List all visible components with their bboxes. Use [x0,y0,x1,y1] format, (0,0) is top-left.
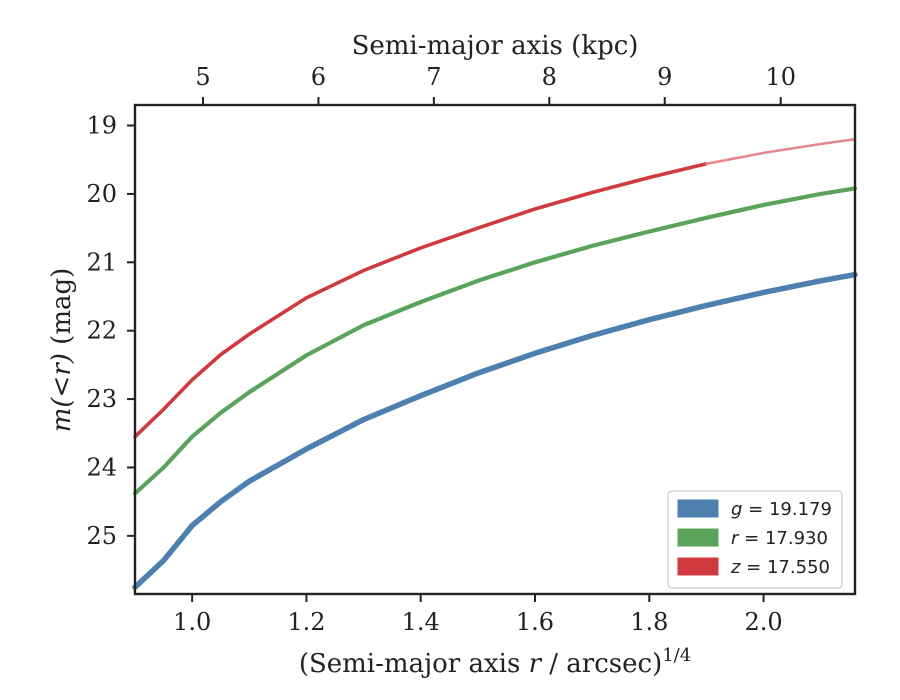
y-axis-title-unit: (mag) [47,268,77,353]
y-tick-label: 24 [86,453,117,481]
bottom-axis: 1.0 1.2 1.4 1.6 1.8 2.0 [173,594,783,636]
y-tick-label: 25 [86,522,117,550]
legend-entry-g: g = 19.179 [731,499,832,520]
legend-equals: = [738,528,765,549]
top-tick-label: 9 [657,63,672,91]
left-axis: 19 20 21 22 23 24 25 [86,112,135,550]
x-axis-title-prefix: (Semi-major axis [299,649,529,679]
y-tick-label: 19 [86,112,117,140]
top-tick-label: 8 [542,63,557,91]
y-tick-label: 23 [86,385,117,413]
legend-value: 19.179 [769,499,832,520]
top-tick-label: 10 [765,63,796,91]
legend-var: r [731,528,740,549]
legend-equals: = [742,499,769,520]
x-axis-title-middle: / arcsec) [541,649,662,679]
legend-entry-z: z = 17.550 [730,557,830,578]
x-tick-label: 2.0 [744,608,782,636]
legend-value: 17.930 [765,528,828,549]
series-line-g [132,271,858,590]
x-axis-title-var: r [529,649,543,679]
series-line-z [133,162,709,439]
top-tick-label: 7 [426,63,441,91]
plot-series [132,137,858,590]
series-line-r [132,186,858,496]
legend-equals: = [740,557,767,578]
legend-swatch-z [677,557,719,576]
series-line-z-extension [705,137,857,166]
x-axis-title: (Semi-major axis r / arcsec)1/4 [299,645,691,679]
x-tick-label: 1.0 [173,608,211,636]
plot-frame [133,103,857,596]
legend-swatch-r [677,528,719,547]
y-tick-label: 22 [86,317,117,345]
x-tick-label: 1.4 [402,608,440,636]
legend-value: 17.550 [767,557,830,578]
y-axis-title-math: m(<r) [47,353,77,432]
top-axis-title: Semi-major axis (kpc) [352,31,639,61]
x-tick-label: 1.2 [287,608,325,636]
top-tick-label: 6 [311,63,326,91]
top-axis: 5 6 7 8 9 10 [195,63,796,105]
legend-entry-r: r = 17.930 [731,528,828,549]
y-axis-title: m(<r) (mag) [47,268,77,433]
top-tick-label: 5 [195,63,210,91]
legend-swatch-g [677,499,719,518]
legend-var: z [730,557,741,578]
x-axis-title-superscript: 1/4 [662,645,691,666]
legend: g = 19.179 r = 17.930 z = 17.550 [667,490,843,589]
legend-var: g [731,499,742,520]
y-tick-label: 21 [86,248,117,276]
x-tick-label: 1.8 [630,608,668,636]
x-tick-label: 1.6 [516,608,554,636]
y-tick-label: 20 [86,180,117,208]
